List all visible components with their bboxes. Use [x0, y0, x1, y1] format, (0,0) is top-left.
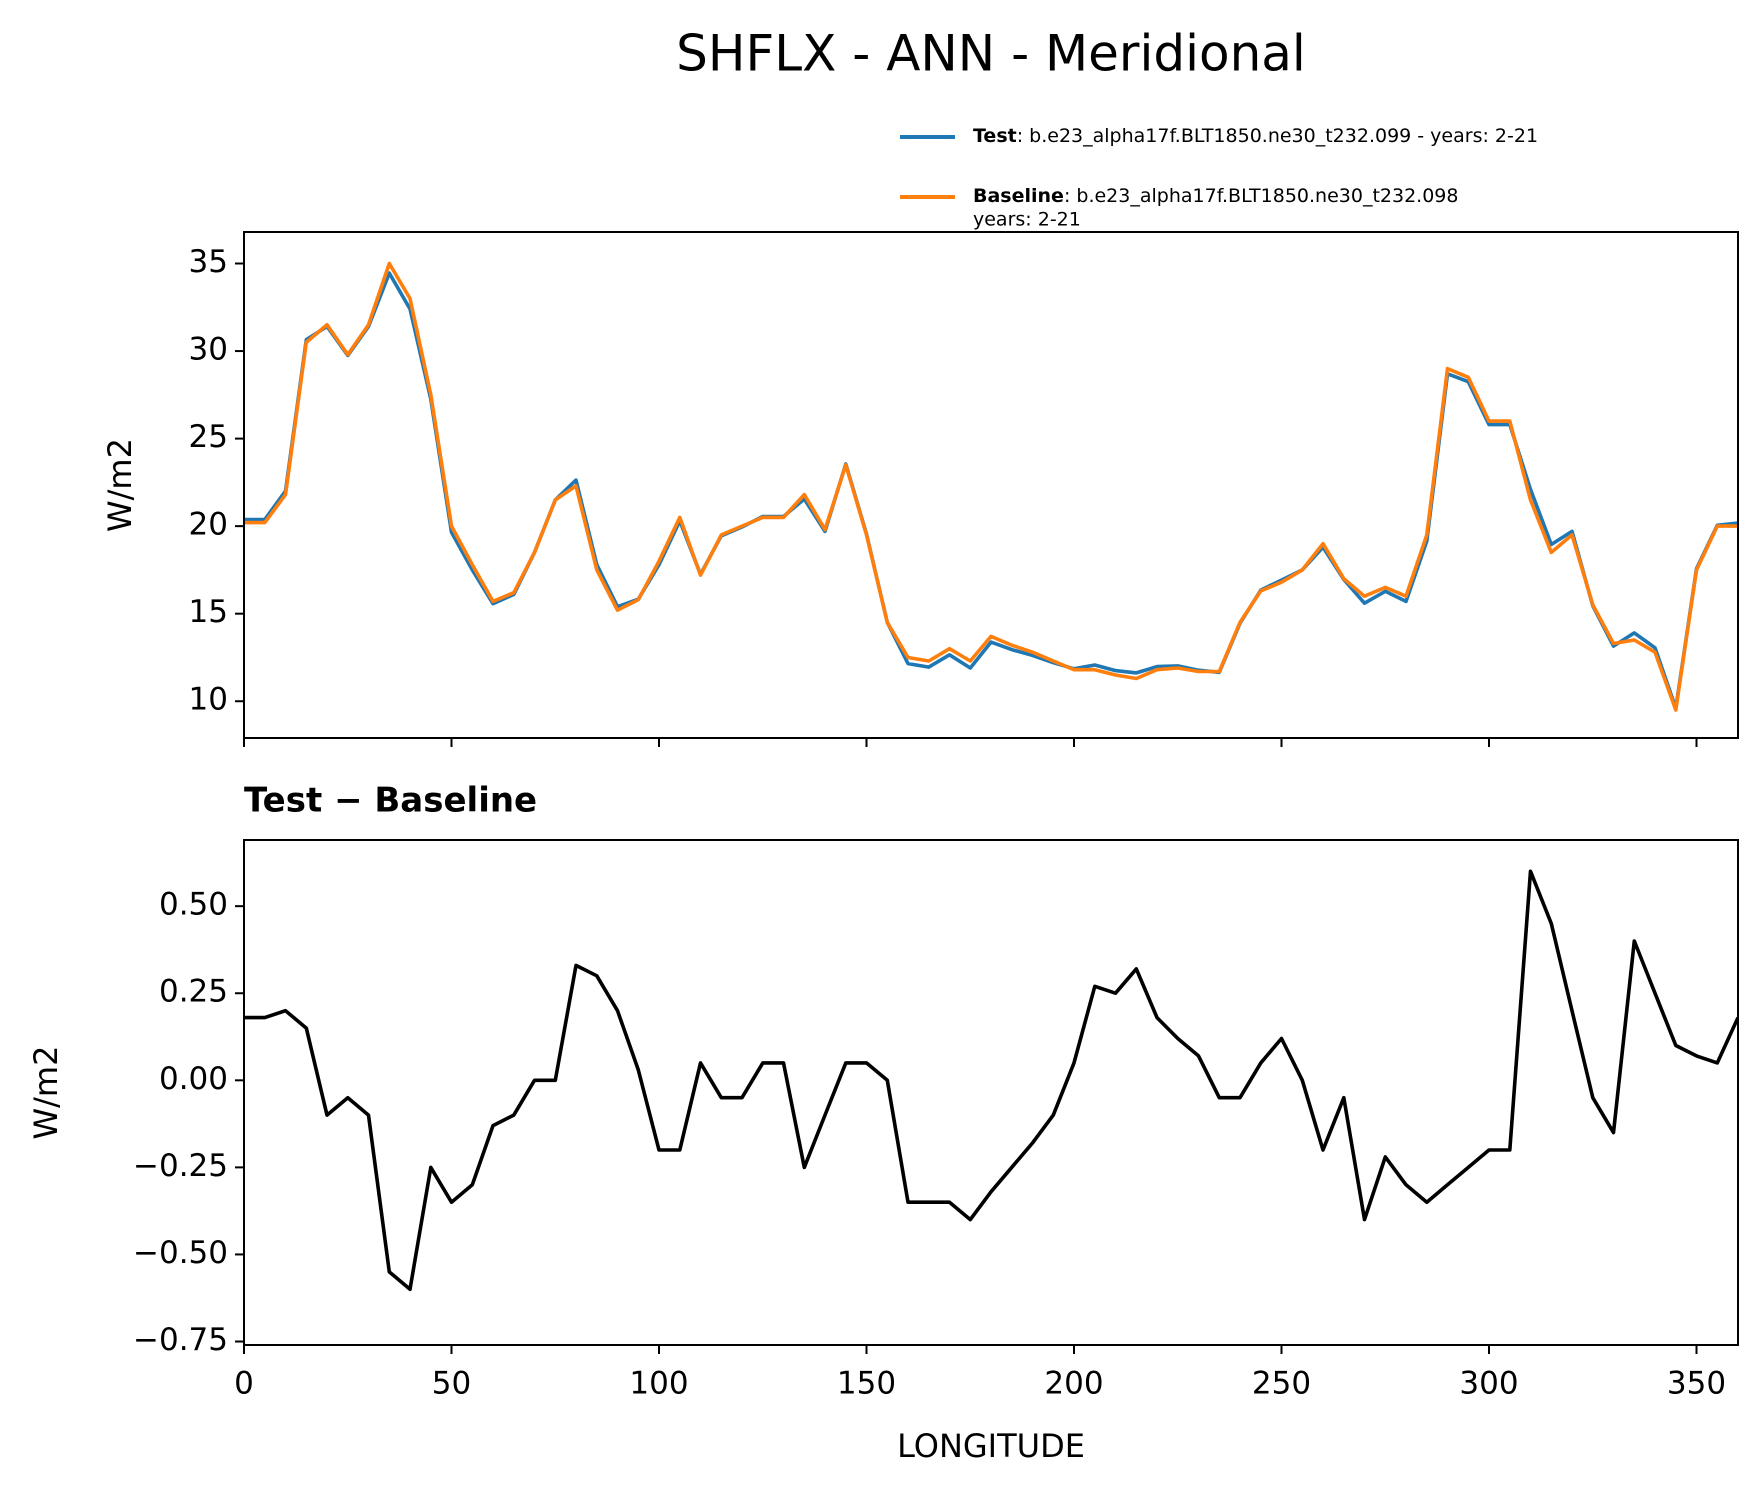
axes-frame — [243, 231, 1739, 739]
series-line — [244, 261, 1738, 712]
chart-title: SHFLX - ANN - Meridional — [676, 25, 1306, 83]
y-tick-label: 0.25 — [159, 974, 228, 1010]
y-tick-label: −0.25 — [133, 1148, 228, 1184]
y-tick-label: 20 — [189, 507, 228, 543]
legend-name: Test — [973, 125, 1017, 147]
legend-name: Baseline — [973, 185, 1064, 207]
legend-label: Test: b.e23_alpha17f.BLT1850.ne30_t232.0… — [973, 125, 1538, 147]
y-tick-label: −0.75 — [133, 1322, 228, 1358]
legend-label: Baseline: b.e23_alpha17f.BLT1850.ne30_t2… — [973, 185, 1458, 207]
x-axis-label: LONGITUDE — [897, 1427, 1085, 1465]
x-tick-label: 150 — [837, 1366, 896, 1402]
x-tick-label: 100 — [629, 1366, 688, 1402]
x-tick-label: 350 — [1667, 1366, 1726, 1402]
x-tick-label: 50 — [432, 1366, 471, 1402]
panel-title: Test − Baseline — [244, 781, 537, 821]
y-tick-label: 25 — [189, 419, 228, 455]
axes-frame — [243, 839, 1739, 1346]
legend-description: : b.e23_alpha17f.BLT1850.ne30_t232.098 — [1064, 185, 1459, 207]
series-line — [244, 271, 1738, 710]
series-line — [244, 869, 1738, 1292]
y-tick-label: 30 — [189, 332, 228, 368]
y-tick-label: 35 — [189, 244, 228, 280]
y-tick-label: 0.50 — [159, 887, 228, 923]
x-tick-label: 300 — [1459, 1366, 1518, 1402]
x-tick-label: 200 — [1044, 1366, 1103, 1402]
x-tick-label: 250 — [1252, 1366, 1311, 1402]
legend-description: : b.e23_alpha17f.BLT1850.ne30_t232.099 -… — [1017, 125, 1538, 147]
y-tick-label: 15 — [189, 594, 228, 630]
y-tick-label: 0.00 — [159, 1061, 228, 1097]
y-tick-label: −0.50 — [133, 1235, 228, 1271]
x-tick-label: 0 — [234, 1366, 254, 1402]
y-axis-label: W/m2 — [101, 438, 139, 532]
y-axis-label: W/m2 — [27, 1046, 65, 1140]
y-tick-label: 10 — [189, 682, 228, 718]
legend-description: years: 2-21 — [973, 209, 1081, 231]
